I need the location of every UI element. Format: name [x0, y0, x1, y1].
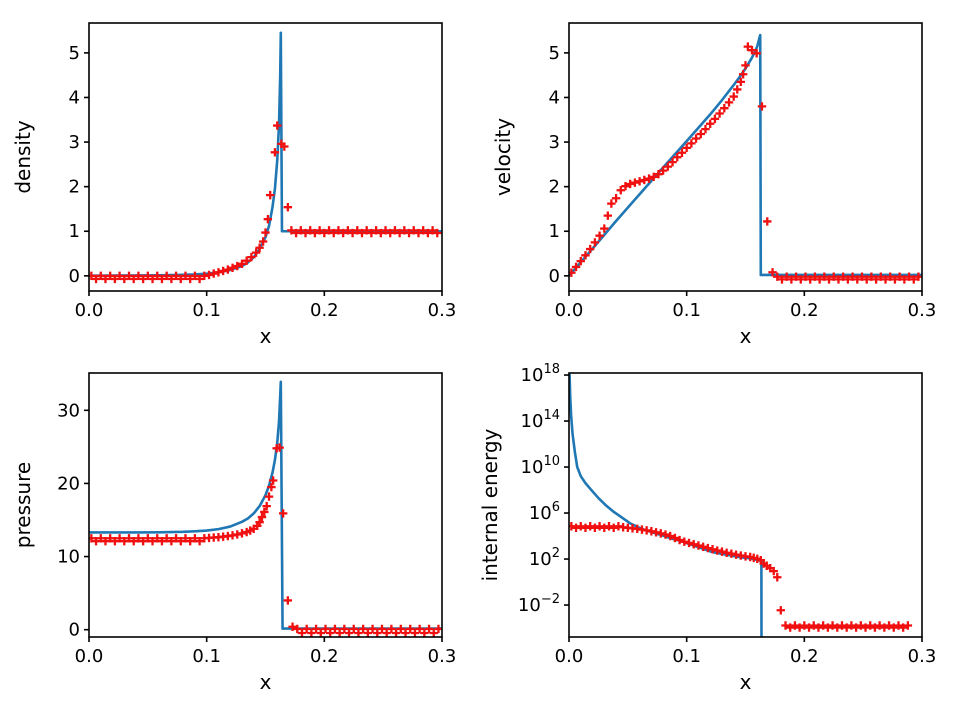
y-tick-label: 106	[529, 500, 560, 524]
y-tick-label: 5	[549, 43, 560, 64]
x-tick-label: 0.2	[310, 646, 339, 667]
analytic-line	[89, 31, 442, 277]
x-tick-label: 0.3	[428, 646, 457, 667]
y-tick-label: 4	[549, 87, 560, 108]
x-tick-label: 0.0	[75, 646, 104, 667]
y-tick-label: 2	[69, 177, 80, 198]
y-tick-label: 1014	[521, 408, 560, 432]
y-tick-label: 1	[549, 221, 560, 242]
density-plot: 0.0 0.1 0.2 0.3 0 1 2 3 4 5 x density	[11, 22, 457, 348]
x-axis-label: x	[740, 324, 752, 348]
velocity-plot: 0.0 0.1 0.2 0.3 0 1 2 3 4 5 x velocity	[491, 22, 937, 348]
x-tick-label: 0.1	[672, 300, 701, 321]
numerical-markers	[569, 522, 913, 632]
y-tick-label: 0	[69, 266, 80, 287]
x-tick-label: 0.2	[790, 300, 819, 321]
numerical-markers	[569, 42, 922, 284]
x-axis-label: x	[260, 324, 272, 348]
y-tick-label: 5	[69, 43, 80, 64]
y-tick-label: 3	[69, 132, 80, 153]
x-tick-label: 0.1	[192, 646, 221, 667]
x-tick-label: 0.1	[192, 300, 221, 321]
numerical-markers	[89, 443, 442, 637]
y-tick-label: 2	[549, 177, 560, 198]
y-tick-label: 1	[69, 221, 80, 242]
x-axis-label: x	[260, 670, 272, 694]
x-axis-label: x	[740, 670, 752, 694]
y-tick-label: 1018	[521, 362, 560, 386]
y-axis-label: internal energy	[480, 428, 502, 581]
x-tick-label: 0.0	[555, 646, 584, 667]
y-axis-label: density	[11, 120, 35, 193]
y-tick-label: 102	[529, 546, 560, 570]
y-tick-label: 10	[57, 547, 80, 568]
axes-frame	[88, 22, 443, 292]
x-tick-label: 0.3	[428, 300, 457, 321]
numerical-markers	[89, 121, 442, 284]
y-tick-label: 0	[69, 620, 80, 641]
analytic-line	[569, 373, 763, 637]
y-tick-label: 4	[69, 87, 80, 108]
y-axis-label: pressure	[11, 462, 35, 548]
y-tick-label: 1010	[521, 454, 560, 478]
axes-frame	[568, 22, 923, 292]
y-tick-label: 3	[549, 132, 560, 153]
x-tick-label: 0.2	[310, 300, 339, 321]
axes-frame	[88, 372, 443, 638]
y-tick-label: 20	[57, 473, 80, 494]
y-tick-label: 0	[549, 266, 560, 287]
x-tick-label: 0.3	[908, 646, 937, 667]
x-tick-label: 0.1	[672, 646, 701, 667]
internal-energy-plot: 0.0 0.1 0.2 0.3 10−2 102 106 1010 1014 1018 x inter…	[480, 362, 937, 694]
analytic-line	[569, 33, 922, 277]
analytic-line	[89, 380, 442, 630]
axes-frame	[568, 372, 923, 638]
pressure-plot: 0.0 0.1 0.2 0.3 0 10 20 30 x pressure	[11, 372, 457, 694]
x-tick-label: 0.3	[908, 300, 937, 321]
x-tick-label: 0.0	[75, 300, 104, 321]
x-tick-label: 0.0	[555, 300, 584, 321]
y-axis-label: velocity	[491, 118, 515, 196]
y-tick-label: 30	[57, 400, 80, 421]
y-tick-label: 10−2	[518, 592, 560, 616]
x-tick-label: 0.2	[790, 646, 819, 667]
